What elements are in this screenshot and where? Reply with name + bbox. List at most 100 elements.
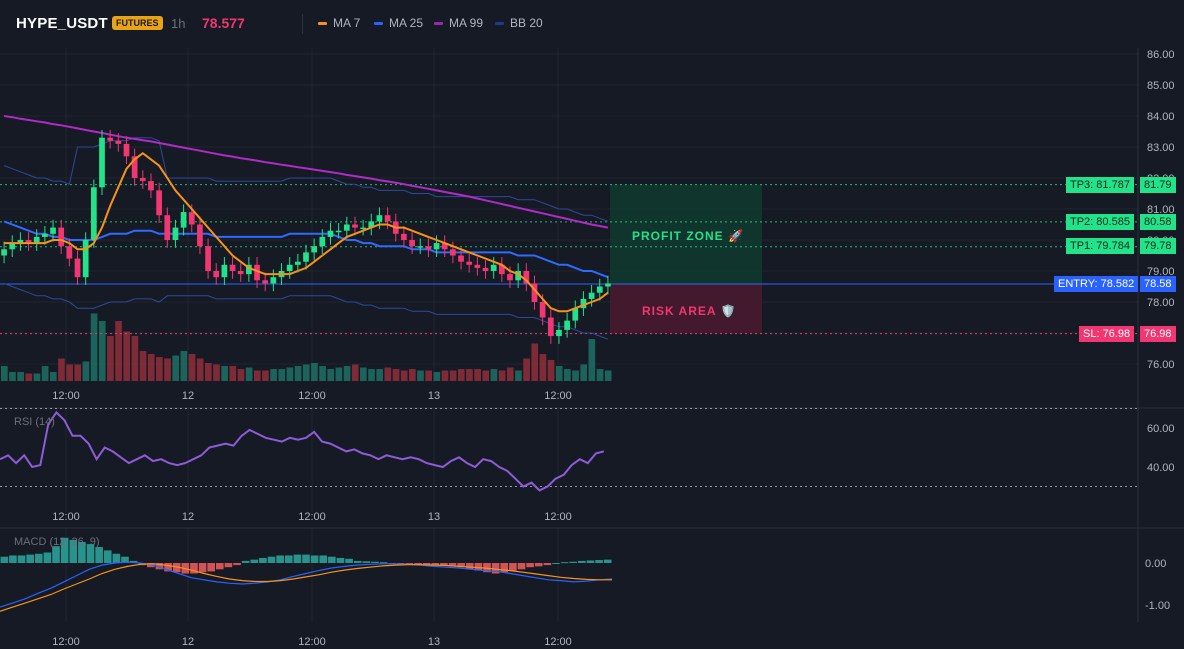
price-tick-label: 86.00 xyxy=(1147,49,1175,61)
macd-histogram-bar xyxy=(86,544,95,563)
candle-body xyxy=(450,249,456,256)
macd-histogram-bar xyxy=(129,560,138,563)
tp1-axis-label: 79.78 xyxy=(1140,238,1176,254)
candle-body xyxy=(580,298,587,309)
candle-body xyxy=(74,258,81,278)
time-tick-label: 12 xyxy=(182,390,194,402)
volume-bar xyxy=(417,370,424,381)
ma99-swatch-icon xyxy=(434,21,443,25)
candle-body xyxy=(156,190,162,216)
candle-body xyxy=(33,236,40,244)
macd-histogram-bar xyxy=(259,557,267,563)
volume-bar xyxy=(555,366,563,381)
candle-body xyxy=(254,264,260,281)
time-tick-label: 12:00 xyxy=(544,390,572,402)
volume-bar xyxy=(115,321,122,381)
candle-body xyxy=(515,271,522,281)
candle-body xyxy=(401,233,407,240)
candle-body xyxy=(246,264,252,275)
volume-bar xyxy=(90,313,98,381)
candle-body xyxy=(433,243,440,250)
time-tick-label: 12:00 xyxy=(544,511,572,523)
legend-ma25[interactable]: MA 25 xyxy=(374,16,423,30)
volume-bar xyxy=(319,366,326,381)
candle-body xyxy=(384,215,391,222)
legend-bb20[interactable]: BB 20 xyxy=(495,16,543,30)
volume-bar xyxy=(245,367,253,381)
candle-body xyxy=(107,137,114,141)
candle-body xyxy=(458,255,464,262)
rsi-tick-label: 60.00 xyxy=(1147,423,1175,435)
sl-axis-label: 76.98 xyxy=(1140,326,1176,342)
volume-bar xyxy=(335,367,343,381)
macd-panel-title: MACD (12, 26, 9) xyxy=(14,536,100,548)
volume-bar xyxy=(580,364,588,381)
macd-histogram-bar xyxy=(95,547,103,563)
entry-axis-label: 78.58 xyxy=(1140,276,1176,292)
tp3-axis-label: 81.79 xyxy=(1140,177,1176,193)
volume-bar xyxy=(278,369,286,381)
legend-ma99[interactable]: MA 99 xyxy=(434,16,483,30)
volume-bar xyxy=(564,369,571,381)
volume-bar xyxy=(164,358,171,381)
volume-bar xyxy=(82,361,90,381)
candle-body xyxy=(547,317,554,337)
macd-histogram-bar xyxy=(34,553,43,563)
candle-body xyxy=(507,274,513,281)
macd-histogram-bar xyxy=(17,555,26,563)
profit-zone-label: PROFIT ZONE 🚀 xyxy=(632,229,744,243)
ma25-swatch-icon xyxy=(374,21,383,25)
volume-bar xyxy=(457,369,465,381)
chart-header: HYPE_USDT FUTURES 1h 78.577 MA 7 MA 25 M… xyxy=(0,0,1184,48)
candle-body xyxy=(311,246,318,253)
volume-bar xyxy=(147,354,155,381)
time-tick-label: 12:00 xyxy=(52,390,80,402)
time-tick-label: 12:00 xyxy=(544,636,572,648)
candle-body xyxy=(205,246,211,271)
macd-histogram-bar xyxy=(293,554,302,563)
bb-lower-line xyxy=(3,282,609,340)
candle-body xyxy=(197,224,203,247)
time-tick-label: 13 xyxy=(428,636,440,648)
candle-body xyxy=(352,224,358,228)
timeframe-label[interactable]: 1h xyxy=(171,16,186,31)
macd-histogram-bar xyxy=(448,563,457,567)
macd-histogram-bar xyxy=(319,555,328,563)
volume-bar xyxy=(123,331,131,381)
ma99-line xyxy=(3,115,609,229)
macd-histogram-bar xyxy=(250,559,259,563)
macd-histogram-bar xyxy=(198,563,207,573)
volume-bar xyxy=(523,358,530,381)
macd-histogram-bar xyxy=(362,561,371,563)
candle-body xyxy=(99,137,105,188)
macd-histogram-bar xyxy=(569,561,578,563)
legend-ma7[interactable]: MA 7 xyxy=(318,16,360,30)
time-tick-label: 13 xyxy=(428,511,440,523)
candle-body xyxy=(466,261,473,265)
symbol-title[interactable]: HYPE_USDT xyxy=(16,15,108,32)
volume-bar xyxy=(41,366,49,381)
entry-label: ENTRY: 78.582 xyxy=(1054,276,1139,292)
volume-bar xyxy=(506,367,514,381)
volume-bar xyxy=(58,358,65,381)
macd-histogram-bar xyxy=(500,563,509,573)
macd-histogram-bar xyxy=(509,563,517,571)
volume-bar xyxy=(302,364,310,381)
volume-bar xyxy=(482,370,490,381)
macd-histogram-bar xyxy=(491,563,500,574)
candle-body xyxy=(572,308,579,321)
candle-body xyxy=(50,227,56,234)
volume-bar xyxy=(539,354,547,381)
candle-body xyxy=(303,252,309,262)
candle-body xyxy=(474,264,481,268)
candle-body xyxy=(523,271,530,284)
macd-tick-label: 0.00 xyxy=(1145,558,1166,570)
volume-bar xyxy=(531,343,539,381)
macd-histogram-bar xyxy=(69,539,78,563)
candle-body xyxy=(498,264,505,275)
macd-histogram-bar xyxy=(164,563,172,572)
volume-bar xyxy=(490,369,498,381)
macd-histogram-bar xyxy=(414,563,422,566)
macd-tick-label: -1.00 xyxy=(1145,600,1170,612)
